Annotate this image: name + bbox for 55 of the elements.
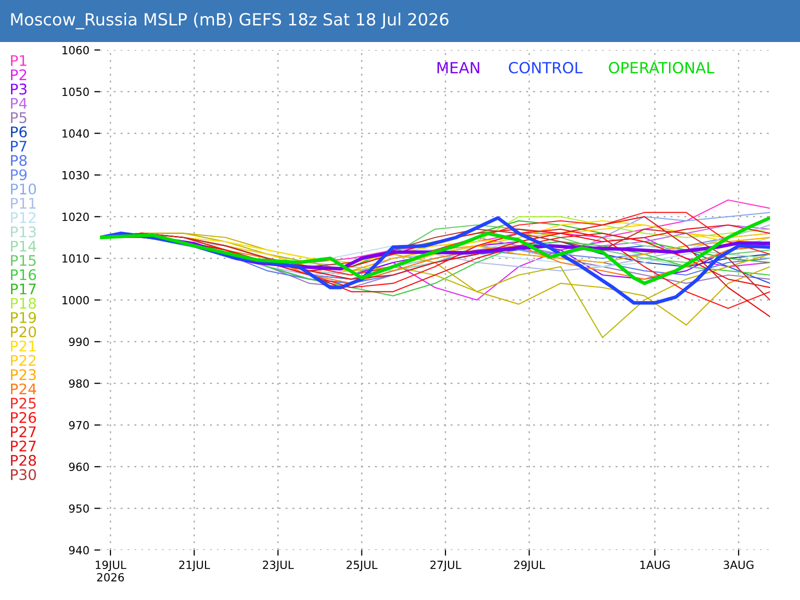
y-tick-label: 990 (69, 338, 89, 346)
text: P11 (11, 198, 36, 209)
x-tick-label: 21JUL (179, 560, 210, 572)
y-tick-label: 950 (69, 504, 89, 513)
x-tick-label: 1AUG (640, 560, 670, 570)
text: P13 (11, 226, 36, 238)
x-tick-label: 3AUG (724, 560, 754, 570)
text: P6 (11, 126, 27, 138)
text: P18 (11, 298, 36, 309)
text: P22 (11, 354, 36, 366)
text: P15 (11, 255, 36, 266)
text: P17 (11, 284, 36, 294)
text: P12 (11, 212, 36, 223)
text: P10 (11, 184, 36, 195)
x-tick-label: 29JUL (514, 560, 546, 572)
y-tick-label: 980 (69, 379, 89, 388)
text: P26 (11, 412, 36, 424)
text: P5 (11, 112, 26, 124)
text: OPERATIONAL (608, 62, 714, 74)
y-tick-label: 1000 (62, 296, 89, 304)
y-tick-label: 1020 (62, 212, 89, 222)
x-tick-label: 19JUL 2026 (96, 560, 126, 582)
text: P24 (11, 383, 36, 394)
y-tick-label: 1050 (62, 88, 89, 96)
y-tick-label: 970 (69, 420, 89, 430)
text: P27 (11, 426, 36, 438)
text: P21 (11, 340, 36, 352)
text: CONTROL (508, 62, 583, 74)
text: P16 (11, 269, 36, 280)
y-tick-label: 940 (69, 546, 89, 554)
text: P9 (11, 169, 27, 180)
y-tick-label: 1010 (62, 254, 89, 263)
text: P14 (11, 240, 36, 252)
text: P19 (11, 312, 36, 324)
text: P7 (11, 140, 26, 152)
x-tick-label: 25JUL (346, 560, 378, 572)
text: P30 (11, 469, 36, 480)
text: P4 (11, 98, 27, 109)
text: P25 (11, 398, 36, 409)
text: P2 (11, 69, 26, 80)
y-tick-label: 1030 (62, 170, 89, 180)
text: MEAN (438, 62, 480, 74)
x-tick-label: 23JUL (262, 560, 294, 572)
y-tick-label: 1040 (62, 129, 89, 138)
text: P1 (11, 55, 26, 66)
chart-title: Moscow_Russia MSLP (mB) GEFS 18z Sat 18 Jul 2026 (11, 12, 448, 30)
text: P23 (11, 369, 36, 380)
y-tick-label: 1060 (62, 46, 89, 54)
text: P8 (11, 154, 27, 166)
text: P27 (11, 440, 36, 452)
x-tick-label: 27JUL (430, 560, 462, 572)
text: P3 (11, 84, 27, 95)
text: P28 (11, 454, 36, 466)
text: P20 (11, 326, 36, 338)
y-tick-label: 960 (69, 462, 89, 472)
